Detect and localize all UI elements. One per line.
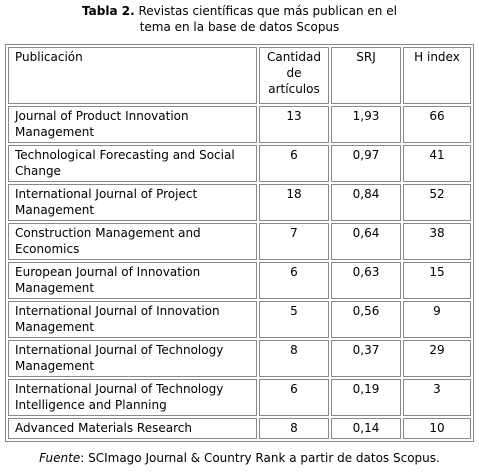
table-row: International Journal of Innovation Mana…: [8, 301, 471, 338]
publication-cell: International Journal of Technology Inte…: [8, 379, 257, 416]
number-cell: 0,56: [331, 301, 401, 338]
number-cell: 29: [403, 340, 471, 377]
publication-cell: International Journal of Project Managem…: [8, 184, 257, 221]
number-cell: 6: [259, 145, 329, 182]
number-cell: 18: [259, 184, 329, 221]
caption-text: Revistas científicas que más publican en…: [138, 4, 397, 34]
number-cell: 15: [403, 262, 471, 299]
source: Fuente: SCImago Journal & Country Rank a…: [0, 451, 479, 465]
number-cell: 0,19: [331, 379, 401, 416]
number-cell: 10: [403, 418, 471, 439]
number-cell: 13: [259, 106, 329, 143]
publication-cell: International Journal of Innovation Mana…: [8, 301, 257, 338]
number-cell: 8: [259, 418, 329, 439]
number-cell: 0,64: [331, 223, 401, 260]
table-row: Technological Forecasting and Social Cha…: [8, 145, 471, 182]
table-body: Publicación Cantidad de artículos SRJ H ind…: [8, 47, 471, 439]
publication-cell: Technological Forecasting and Social Cha…: [8, 145, 257, 182]
table-row: International Journal of Technology Mana…: [8, 340, 471, 377]
caption-label: Tabla 2.: [82, 4, 135, 18]
number-cell: 0,97: [331, 145, 401, 182]
number-cell: 0,14: [331, 418, 401, 439]
number-cell: 38: [403, 223, 471, 260]
publication-cell: Construction Management and Economics: [8, 223, 257, 260]
table-row: International Journal of Technology Inte…: [8, 379, 471, 416]
table: Publicación Cantidad de artículos SRJ H ind…: [5, 44, 474, 442]
number-cell: 6: [259, 262, 329, 299]
number-cell: 7: [259, 223, 329, 260]
header-row: Publicación Cantidad de artículos SRJ H ind…: [8, 47, 471, 104]
number-cell: 6: [259, 379, 329, 416]
table-row: Advanced Materials Research 8 0,14 10: [8, 418, 471, 439]
header-cell: Publicación: [8, 47, 257, 104]
number-cell: 1,93: [331, 106, 401, 143]
publication-cell: Advanced Materials Research: [8, 418, 257, 439]
publication-cell: International Journal of Technology Mana…: [8, 340, 257, 377]
table-row: Construction Management and Economics 7 0,…: [8, 223, 471, 260]
table-row: International Journal of Project Managem…: [8, 184, 471, 221]
number-cell: 8: [259, 340, 329, 377]
number-cell: 0,37: [331, 340, 401, 377]
caption: Tabla 2. Revistas científicas que más pu…: [0, 3, 479, 35]
header-cell: H index: [403, 47, 471, 104]
source-text: : SCImago Journal & Country Rank a parti…: [80, 451, 440, 465]
number-cell: 5: [259, 301, 329, 338]
publication-cell: European Journal of Innovation Managemen…: [8, 262, 257, 299]
header-cell: SRJ: [331, 47, 401, 104]
publication-cell: Journal of Product Innovation Management: [8, 106, 257, 143]
table-row: Journal of Product Innovation Management…: [8, 106, 471, 143]
source-label: Fuente: [39, 451, 81, 465]
number-cell: 3: [403, 379, 471, 416]
number-cell: 9: [403, 301, 471, 338]
number-cell: 0,84: [331, 184, 401, 221]
table-row: European Journal of Innovation Managemen…: [8, 262, 471, 299]
header-cell: Cantidad de artículos: [259, 47, 329, 104]
number-cell: 52: [403, 184, 471, 221]
number-cell: 66: [403, 106, 471, 143]
number-cell: 41: [403, 145, 471, 182]
number-cell: 0,63: [331, 262, 401, 299]
